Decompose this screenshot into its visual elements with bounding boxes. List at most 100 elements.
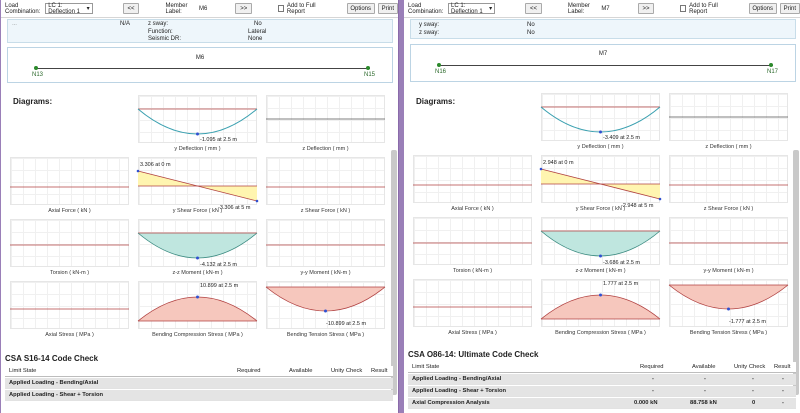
axial-stress-diagram: Axial Stress ( MPa ) bbox=[8, 279, 131, 341]
member-sketch: M7 N16 N17 bbox=[410, 44, 796, 82]
zz-moment-annotation: -4.132 at 2.5 m bbox=[200, 262, 237, 268]
add-to-report-label: Add to Full Report bbox=[286, 2, 316, 15]
diagrams-area: Diagrams: -3.409 at 2.5 m y Deflection (… bbox=[410, 89, 796, 347]
table-row[interactable]: Applied Loading - Bending/Axial - - - - bbox=[408, 374, 796, 385]
y-deflection-annotation: -1.095 at 2.5 m bbox=[200, 137, 237, 143]
table-row[interactable]: Applied Loading - Bending/Axial bbox=[5, 378, 393, 389]
code-check-title: CSA O86-14: Ultimate Code Check bbox=[408, 350, 539, 359]
y-deflection-diagram: -3.409 at 2.5 m y Deflection ( mm ) bbox=[539, 91, 662, 153]
bending-compression-caption: Bending Compression Stress ( MPa ) bbox=[555, 330, 646, 336]
z-shear-diagram: z Shear Force ( kN ) bbox=[264, 155, 387, 217]
member-sketch: M6 N13 N15 bbox=[7, 47, 393, 83]
bending-tension-annotation: -10.899 at 2.5 m bbox=[326, 321, 366, 327]
y-deflection-diagram: -1.095 at 2.5 m y Deflection ( mm ) bbox=[136, 93, 259, 155]
end-node-icon bbox=[366, 66, 370, 70]
next-member-button[interactable]: >> bbox=[637, 3, 655, 14]
add-to-report-checkbox[interactable] bbox=[278, 5, 284, 12]
prop-partial-value: … bbox=[12, 21, 17, 27]
start-node-label: N16 bbox=[435, 69, 447, 75]
code-check-title: CSA S16-14 Code Check bbox=[5, 354, 99, 363]
axial-stress-diagram: Axial Stress ( MPa ) bbox=[411, 277, 534, 339]
diagrams-heading: Diagrams: bbox=[416, 97, 456, 106]
add-to-report-label: Add to Full Report bbox=[689, 2, 718, 15]
zz-moment-caption: z-z Moment ( kN-m ) bbox=[172, 270, 223, 276]
zz-moment-caption: z-z Moment ( kN-m ) bbox=[575, 268, 626, 274]
start-node-icon bbox=[34, 66, 38, 70]
y-shear-diagram: 2.948 at 0 m -2.948 at 5 m y Shear Force … bbox=[539, 153, 662, 215]
chevron-down-icon: ▾ bbox=[489, 6, 493, 12]
options-button[interactable]: Options bbox=[748, 3, 777, 14]
torsion-caption: Torsion ( kN-m ) bbox=[49, 270, 90, 276]
load-combination-value: LC 1: Deflection 1 bbox=[48, 2, 80, 15]
load-combination-select[interactable]: LC 1: Deflection 1 ▾ bbox=[447, 2, 496, 15]
zz-moment-annotation: -3.686 at 2.5 m bbox=[603, 260, 640, 266]
member-title: M6 bbox=[195, 55, 205, 61]
code-check-table: Limit State Required Available Unity Che… bbox=[408, 362, 796, 412]
next-member-button[interactable]: >> bbox=[235, 3, 253, 14]
zz-moment-diagram: -4.132 at 2.5 m z-z Moment ( kN-m ) bbox=[136, 217, 259, 279]
y-shear-start-annotation: 2.948 at 0 m bbox=[543, 160, 574, 166]
start-node-label: N13 bbox=[32, 72, 44, 78]
member-label-value: M7 bbox=[601, 5, 610, 12]
diagrams-heading: Diagrams: bbox=[13, 97, 53, 106]
prev-member-button[interactable]: << bbox=[122, 3, 140, 14]
bending-compression-annotation: 10.899 at 2.5 m bbox=[200, 283, 239, 289]
left-toolbar: Load Combination: LC 1: Deflection 1 ▾ <… bbox=[1, 0, 398, 18]
print-button[interactable]: Print bbox=[377, 3, 398, 14]
y-shear-caption: y Shear Force ( kN ) bbox=[575, 206, 626, 212]
diagrams-area: Diagrams: -1.095 at 2.5 m y Deflection (… bbox=[7, 89, 393, 347]
y-shear-diagram: 3.306 at 0 m -3.306 at 5 m y Shear Force … bbox=[136, 155, 259, 217]
code-check-header: Limit State Required Available Unity Che… bbox=[408, 362, 796, 373]
member-properties: … N/A z sway: No Function: Lateral Seism… bbox=[7, 19, 393, 43]
yy-moment-diagram: y-y Moment ( kN-m ) bbox=[667, 215, 790, 277]
code-check-table: Limit State Required Available Unity Che… bbox=[5, 366, 393, 412]
member-label-text: Member Label: bbox=[567, 2, 590, 15]
bending-compression-diagram: 1.777 at 2.5 m Bending Compression Stres… bbox=[539, 277, 662, 339]
right-member-panel: Load Combination: LC 1: Deflection 1 ▾ <… bbox=[404, 0, 800, 413]
z-deflection-caption: z Deflection ( mm ) bbox=[302, 146, 349, 152]
bending-tension-diagram: -10.899 at 2.5 m Bending Tension Stress … bbox=[264, 279, 387, 341]
bending-tension-caption: Bending Tension Stress ( MPa ) bbox=[286, 332, 365, 338]
code-check-header: Limit State Required Available Unity Che… bbox=[5, 366, 393, 377]
axial-force-caption: Axial Force ( kN ) bbox=[451, 206, 494, 212]
end-node-label: N15 bbox=[364, 72, 376, 78]
z-shear-caption: z Shear Force ( kN ) bbox=[703, 206, 754, 212]
print-button[interactable]: Print bbox=[779, 3, 800, 14]
bending-compression-annotation: 1.777 at 2.5 m bbox=[603, 281, 639, 287]
table-row[interactable]: Applied Loading - Shear + Torsion bbox=[5, 390, 393, 401]
right-toolbar: Load Combination: LC 1: Deflection 1 ▾ <… bbox=[404, 0, 800, 18]
y-shear-end-annotation: -3.306 at 5 m bbox=[218, 205, 251, 211]
axial-force-diagram: Axial Force ( kN ) bbox=[411, 153, 534, 215]
torsion-diagram: Torsion ( kN-m ) bbox=[411, 215, 534, 277]
add-to-report-checkbox[interactable] bbox=[680, 5, 687, 12]
axial-stress-caption: Axial Stress ( MPa ) bbox=[448, 330, 497, 336]
left-member-panel: Load Combination: LC 1: Deflection 1 ▾ <… bbox=[1, 0, 399, 413]
member-line bbox=[36, 68, 370, 69]
vertical-scrollbar[interactable] bbox=[793, 150, 799, 395]
member-title: M7 bbox=[598, 51, 608, 57]
yy-moment-diagram: y-y Moment ( kN-m ) bbox=[264, 217, 387, 279]
yy-moment-caption: y-y Moment ( kN-m ) bbox=[300, 270, 351, 276]
prev-member-button[interactable]: << bbox=[525, 3, 542, 14]
table-row[interactable]: Axial Compression Analysis 0.000 kN 88.7… bbox=[408, 398, 796, 409]
y-shear-start-annotation: 3.306 at 0 m bbox=[140, 162, 171, 168]
end-node-icon bbox=[769, 63, 773, 67]
torsion-diagram: Torsion ( kN-m ) bbox=[8, 217, 131, 279]
load-combination-select[interactable]: LC 1: Deflection 1 ▾ bbox=[45, 2, 93, 15]
zz-moment-diagram: -3.686 at 2.5 m z-z Moment ( kN-m ) bbox=[539, 215, 662, 277]
y-deflection-annotation: -3.409 at 2.5 m bbox=[603, 135, 640, 141]
chevron-down-icon: ▾ bbox=[86, 6, 90, 12]
bending-compression-diagram: 10.899 at 2.5 m Bending Compression Stre… bbox=[136, 279, 259, 341]
end-node-label: N17 bbox=[767, 69, 779, 75]
member-label-value: M6 bbox=[199, 5, 208, 12]
table-row[interactable]: Applied Loading - Shear + Torsion - - - … bbox=[408, 386, 796, 397]
yy-moment-caption: y-y Moment ( kN-m ) bbox=[703, 268, 754, 274]
load-combination-value: LC 1: Deflection 1 bbox=[450, 2, 483, 15]
options-button[interactable]: Options bbox=[346, 3, 375, 14]
z-deflection-diagram: z Deflection ( mm ) bbox=[264, 93, 387, 155]
vertical-scrollbar[interactable] bbox=[391, 150, 397, 395]
load-combination-label: Load Combination: bbox=[5, 2, 41, 15]
axial-force-diagram: Axial Force ( kN ) bbox=[8, 155, 131, 217]
bending-tension-diagram: -1.777 at 2.5 m Bending Tension Stress (… bbox=[667, 277, 790, 339]
bending-compression-caption: Bending Compression Stress ( MPa ) bbox=[152, 332, 243, 338]
